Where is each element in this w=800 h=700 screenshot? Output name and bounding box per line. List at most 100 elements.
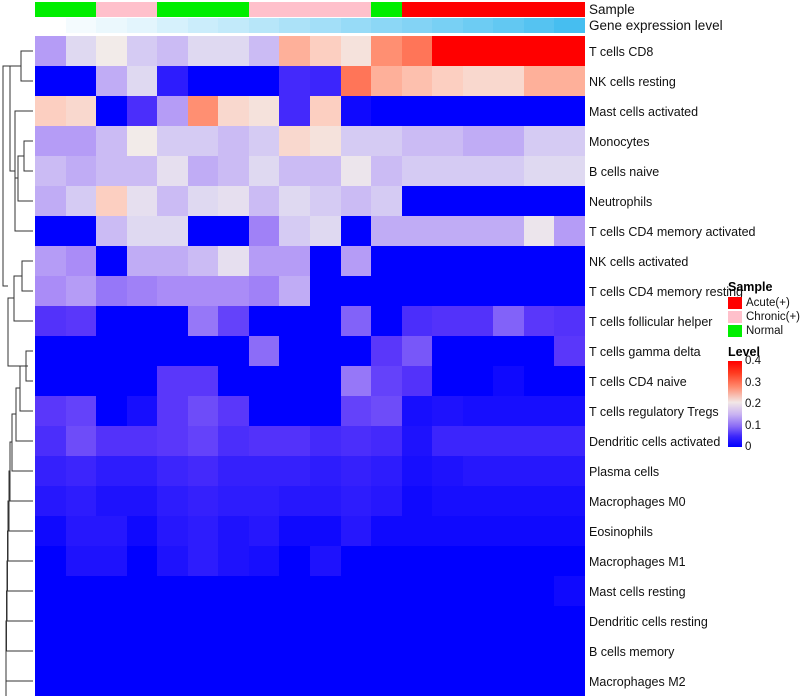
heatmap-cell: [493, 516, 524, 546]
heatmap-cell: [249, 156, 279, 186]
sample-annotation-cell: [371, 2, 402, 17]
heatmap-cell: [127, 216, 157, 246]
heatmap-cell: [157, 426, 188, 456]
heatmap-cell: [371, 96, 402, 126]
heatmap-row: [35, 186, 585, 216]
heatmap-cell: [96, 636, 127, 666]
heatmap-cell: [35, 126, 66, 156]
gene-expression-annotation-cell: [402, 18, 432, 33]
gene-expression-annotation-cell: [188, 18, 218, 33]
row-label: T cells follicular helper: [589, 315, 713, 329]
heatmap-cell: [188, 156, 218, 186]
heatmap-row: [35, 36, 585, 66]
heatmap-cell: [279, 366, 310, 396]
sample-annotation-cell: [524, 2, 554, 17]
heatmap-cell: [66, 306, 96, 336]
heatmap-cell: [493, 186, 524, 216]
level-legend-tick: 0: [745, 441, 752, 453]
heatmap-cell: [463, 426, 493, 456]
row-label: Macrophages M0: [589, 495, 686, 509]
heatmap-cell: [249, 66, 279, 96]
gene-expression-annotation-cell: [66, 18, 96, 33]
row-label: T cells CD4 naive: [589, 375, 687, 389]
heatmap-cell: [432, 96, 463, 126]
heatmap-cell: [371, 366, 402, 396]
row-label: Macrophages M2: [589, 675, 686, 689]
heatmap-cell: [279, 186, 310, 216]
heatmap-cell: [157, 186, 188, 216]
heatmap-cell: [188, 186, 218, 216]
heatmap-cell: [127, 606, 157, 636]
heatmap-cell: [554, 576, 585, 606]
heatmap-cell: [493, 396, 524, 426]
heatmap-cell: [66, 156, 96, 186]
heatmap-cell: [249, 456, 279, 486]
heatmap-cell: [310, 426, 341, 456]
heatmap-cell: [310, 576, 341, 606]
heatmap-cell: [188, 666, 218, 696]
heatmap-cell: [127, 456, 157, 486]
row-label: T cells CD4 memory resting: [589, 285, 743, 299]
heatmap-cell: [310, 186, 341, 216]
heatmap-cell: [524, 666, 554, 696]
heatmap-cell: [66, 666, 96, 696]
heatmap-cell: [554, 216, 585, 246]
heatmap-cell: [157, 126, 188, 156]
heatmap-cell: [279, 216, 310, 246]
heatmap-cell: [341, 456, 371, 486]
heatmap-cell: [432, 306, 463, 336]
heatmap-cell: [493, 486, 524, 516]
heatmap-cell: [127, 546, 157, 576]
heatmap-cell: [127, 336, 157, 366]
heatmap-cell: [341, 396, 371, 426]
sample-legend-title: Sample: [728, 280, 773, 294]
row-label: T cells CD4 memory activated: [589, 225, 756, 239]
heatmap-cell: [371, 36, 402, 66]
heatmap-cell: [157, 96, 188, 126]
heatmap-cell: [96, 426, 127, 456]
heatmap-cell: [402, 156, 432, 186]
heatmap-cell: [463, 336, 493, 366]
heatmap-cell: [432, 126, 463, 156]
heatmap-cell: [66, 66, 96, 96]
heatmap-cell: [463, 66, 493, 96]
heatmap-cell: [279, 606, 310, 636]
heatmap-cell: [188, 486, 218, 516]
heatmap-cell: [218, 516, 249, 546]
heatmap-cell: [35, 396, 66, 426]
heatmap-cell: [188, 366, 218, 396]
heatmap-cell: [371, 516, 402, 546]
sample-annotation-cell: [554, 2, 585, 17]
heatmap-cell: [554, 126, 585, 156]
row-label: Plasma cells: [589, 465, 660, 479]
heatmap-cell: [249, 396, 279, 426]
row-label: B cells memory: [589, 645, 675, 659]
heatmap-cell: [524, 576, 554, 606]
heatmap-cell: [524, 396, 554, 426]
heatmap-cell: [432, 36, 463, 66]
heatmap-row: [35, 486, 585, 516]
sample-annotation-cell: [218, 2, 249, 17]
heatmap-cell: [96, 156, 127, 186]
heatmap-cell: [341, 96, 371, 126]
heatmap-cell: [279, 246, 310, 276]
heatmap-row: [35, 396, 585, 426]
heatmap-cell: [218, 96, 249, 126]
heatmap-cell: [554, 366, 585, 396]
heatmap-grid: [35, 36, 585, 696]
row-label: Dendritic cells activated: [589, 435, 721, 449]
heatmap-cell: [127, 96, 157, 126]
heatmap-cell: [279, 336, 310, 366]
heatmap-cell: [432, 636, 463, 666]
heatmap-cell: [463, 396, 493, 426]
heatmap-cell: [432, 576, 463, 606]
heatmap-cell: [127, 126, 157, 156]
heatmap-cell: [402, 126, 432, 156]
heatmap-cell: [371, 666, 402, 696]
heatmap-cell: [127, 426, 157, 456]
row-label: Mast cells activated: [589, 105, 699, 119]
heatmap-cell: [66, 366, 96, 396]
heatmap-cell: [341, 216, 371, 246]
heatmap-cell: [249, 546, 279, 576]
